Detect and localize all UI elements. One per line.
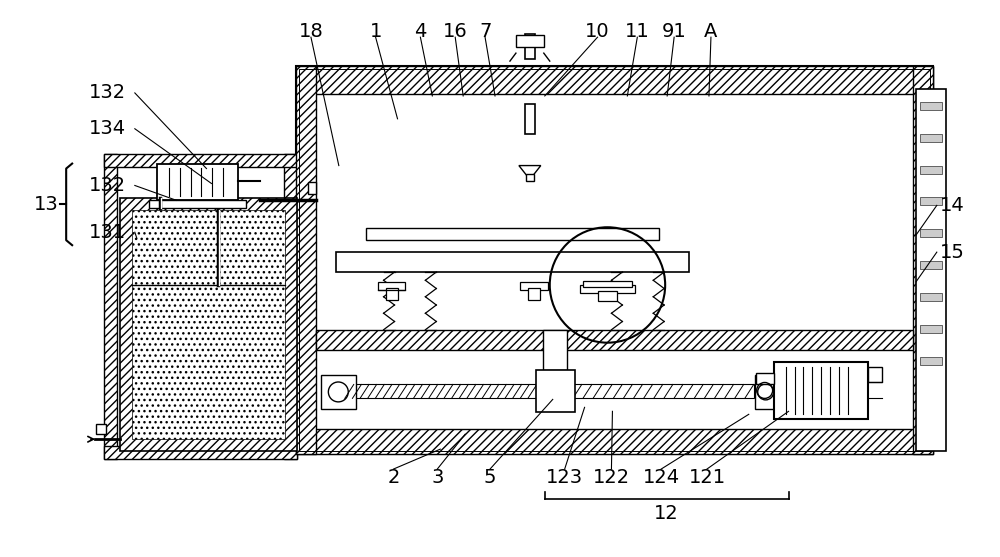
Bar — [157, 164, 238, 201]
Text: 7: 7 — [479, 22, 491, 41]
Bar — [526, 174, 534, 182]
Bar — [516, 35, 544, 47]
Text: 121: 121 — [688, 467, 726, 486]
Bar — [378, 282, 405, 290]
Text: 10: 10 — [585, 22, 610, 41]
Bar — [316, 330, 913, 350]
Bar — [916, 89, 946, 451]
Bar — [308, 183, 316, 194]
Text: 131: 131 — [88, 223, 126, 242]
Bar — [755, 374, 777, 409]
Text: 4: 4 — [414, 22, 427, 41]
Text: A: A — [704, 22, 718, 41]
Text: 132: 132 — [88, 176, 126, 195]
Bar — [104, 446, 297, 459]
Bar — [756, 373, 774, 384]
Bar — [583, 281, 632, 287]
Text: 12: 12 — [654, 504, 679, 524]
Text: 16: 16 — [443, 22, 468, 41]
Bar — [543, 330, 567, 369]
Bar — [920, 165, 942, 174]
Text: 91: 91 — [662, 22, 687, 41]
Bar — [525, 104, 535, 134]
Bar — [572, 384, 754, 398]
Bar — [296, 66, 933, 454]
Text: 15: 15 — [940, 243, 965, 262]
Text: 2: 2 — [387, 467, 400, 486]
Bar — [920, 229, 942, 237]
Bar — [386, 288, 398, 300]
Bar — [580, 285, 635, 293]
Text: 3: 3 — [431, 467, 444, 486]
Bar — [920, 261, 942, 269]
Text: 14: 14 — [940, 196, 965, 215]
Text: 123: 123 — [546, 467, 583, 486]
Bar — [528, 288, 540, 300]
Bar — [316, 94, 913, 429]
Bar — [120, 198, 297, 451]
Bar — [296, 66, 933, 94]
Bar — [868, 367, 882, 383]
Text: 122: 122 — [593, 467, 630, 486]
Bar — [920, 102, 942, 110]
Bar — [536, 369, 575, 412]
Polygon shape — [519, 165, 541, 179]
Text: 11: 11 — [625, 22, 650, 41]
Bar — [920, 325, 942, 333]
Text: 5: 5 — [484, 467, 496, 486]
Bar — [296, 429, 933, 454]
Text: 13: 13 — [34, 195, 59, 214]
Bar — [132, 211, 285, 439]
Bar — [104, 154, 297, 167]
Bar — [920, 293, 942, 301]
Text: 124: 124 — [643, 467, 680, 486]
Bar — [296, 66, 316, 454]
Bar — [336, 252, 689, 272]
Bar — [520, 282, 548, 290]
Bar — [920, 134, 942, 141]
Bar — [299, 69, 930, 451]
Bar — [920, 356, 942, 365]
Text: 18: 18 — [299, 22, 323, 41]
Bar — [284, 154, 297, 459]
Bar — [598, 291, 617, 301]
Text: 134: 134 — [88, 119, 126, 138]
Text: 132: 132 — [88, 84, 126, 102]
Bar — [920, 197, 942, 206]
Bar — [366, 228, 659, 240]
Bar — [525, 34, 535, 59]
Text: 1: 1 — [369, 22, 382, 41]
Bar — [104, 154, 117, 459]
Bar — [913, 66, 933, 454]
Bar — [774, 361, 868, 419]
Bar — [354, 384, 537, 398]
Bar — [96, 424, 106, 434]
Bar — [321, 374, 356, 409]
Bar — [149, 201, 246, 208]
